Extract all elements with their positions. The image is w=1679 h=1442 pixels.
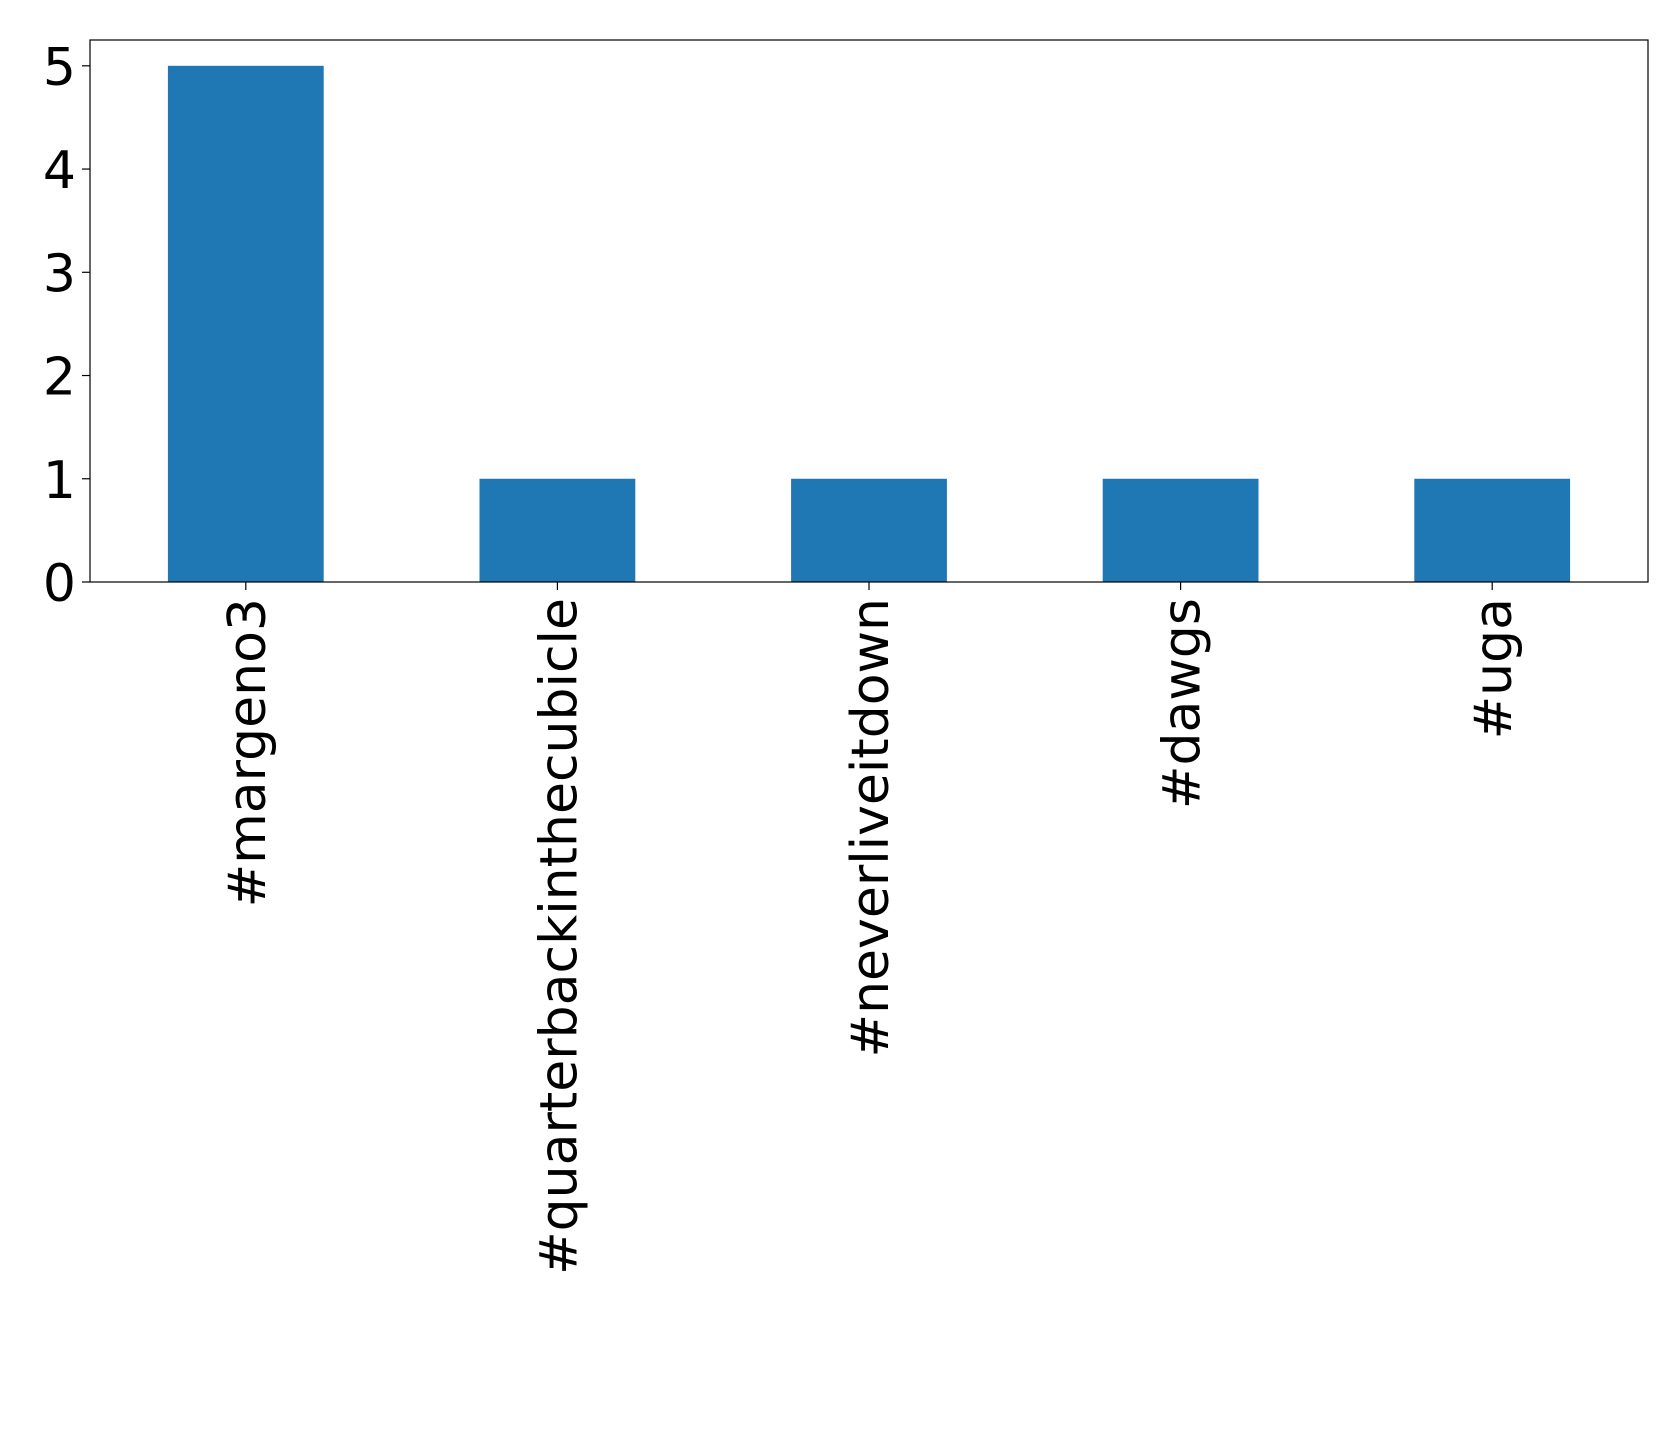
bar [167, 65, 324, 583]
y-tick-label: 3 [43, 244, 76, 304]
y-tick-label: 1 [43, 451, 76, 511]
x-tick-label: #margeno3 [218, 598, 278, 907]
x-tick-label: #dawgs [1153, 598, 1213, 809]
bar [1414, 478, 1571, 582]
plot-frame [89, 39, 1649, 583]
y-tick-label: 2 [43, 348, 76, 408]
y-tick-label: 4 [43, 141, 76, 201]
y-tick-label: 5 [43, 38, 76, 98]
bar [791, 478, 947, 582]
y-tick-label: 0 [43, 554, 76, 614]
x-tick-label: #uga [1464, 598, 1524, 739]
x-tick-label: #quarterbackinthecubicle [529, 598, 589, 1275]
bar [479, 478, 636, 582]
bar [1102, 478, 1259, 582]
x-tick-label: #neverliveitdown [841, 598, 901, 1057]
